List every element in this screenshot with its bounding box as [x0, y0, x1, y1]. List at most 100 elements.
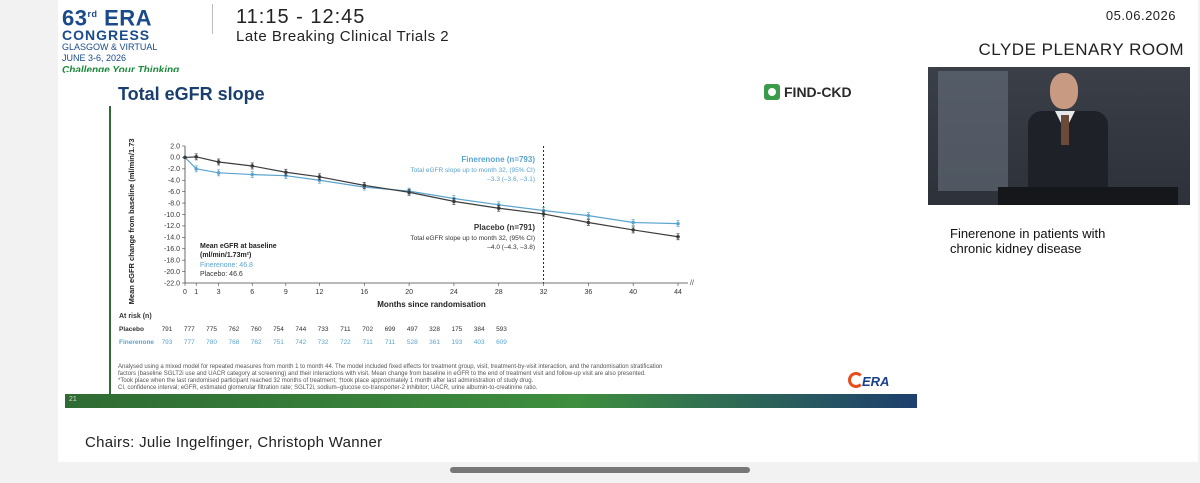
session-chairs: Chairs: Julie Ingelfinger, Christoph Wan… [85, 434, 383, 451]
slide-footer-bar [65, 394, 917, 408]
at-risk-cell: 711 [362, 339, 373, 346]
y-tick-label: -2.0 [168, 166, 180, 173]
at-risk-cell: 711 [384, 339, 396, 346]
at-risk-cell: 754 [273, 326, 284, 333]
era-logo-ring [848, 372, 864, 388]
at-risk-cell: 751 [273, 339, 284, 346]
home-indicator[interactable] [450, 467, 750, 473]
speaker-head [1050, 73, 1078, 109]
x-tick-label: 16 [360, 289, 368, 296]
y-tick-label: -20.0 [164, 269, 180, 276]
y-tick-label: 0.0 [170, 155, 180, 162]
y-tick-label: -16.0 [164, 246, 180, 253]
data-point [631, 220, 635, 225]
trial-logo: FIND-CKD [764, 84, 852, 100]
data-point [586, 220, 591, 225]
x-tick-label: 6 [250, 289, 254, 296]
x-axis-label: Months since randomisation [377, 300, 486, 309]
session-time: 11:15 - 12:45 [236, 6, 366, 28]
y-tick-label: -4.0 [168, 178, 180, 185]
egfr-chart: // 2.0 0.0 -2.0 -4.0 -6.0 -8.0 -10.0 -12.0 -14.0 -… [127, 138, 694, 309]
at-risk-cell: 733 [317, 326, 329, 333]
x-tick-label: 44 [674, 289, 682, 296]
trial-logo-text: FIND-CKD [784, 84, 852, 100]
at-risk-cell: 193 [451, 339, 463, 346]
slide-number: 21 [69, 396, 77, 403]
at-risk-label-finerenone: Finerenone [119, 339, 155, 346]
x-tick-label: 1 [194, 289, 198, 296]
slide-title: Total eGFR slope [118, 84, 265, 104]
y-tick-label: -14.0 [164, 235, 180, 242]
at-risk-cell: 762 [228, 326, 240, 333]
at-risk-cell: 777 [183, 339, 195, 346]
annotation-placebo-slope-label: Total eGFR slope up to month 32, (95% CI… [410, 235, 535, 242]
caption-line-1: Finerenone in patients with [950, 226, 1106, 241]
at-risk-cell: 744 [295, 326, 307, 333]
at-risk-cell: 760 [250, 326, 262, 333]
axis-break-mark: // [690, 280, 694, 287]
x-tick-label: 9 [284, 289, 288, 296]
footnote-line: Analysed using a mixed model for repeate… [118, 364, 663, 370]
y-tick-label: -22.0 [164, 280, 180, 287]
at-risk-cell: 762 [250, 339, 262, 346]
baseline-unit: (ml/min/1.73m²) [200, 252, 251, 259]
video-caption: Finerenone in patients with chronic kidn… [950, 226, 1105, 256]
annotation-finerenone-slope-value: –3.3 (–3.6, –3.1) [487, 176, 535, 183]
era-logo-text: ERA [862, 374, 890, 389]
at-risk-cell: 777 [183, 326, 195, 333]
slide-accent-bar [109, 106, 111, 408]
era-logo: ERA [848, 370, 894, 394]
at-risk-cell: 742 [295, 339, 307, 346]
data-point [216, 160, 221, 164]
at-risk-cell: 711 [340, 326, 351, 333]
room-name: CLYDE PLENARY ROOM [978, 40, 1184, 59]
data-point [317, 175, 322, 179]
data-point [194, 167, 199, 171]
data-point [631, 228, 635, 232]
x-tick-label: 24 [450, 289, 458, 296]
footnote-line: CI, confidence interval; eGFR, estimated… [118, 385, 538, 391]
data-point [183, 155, 187, 160]
at-risk-header: At risk (n) [119, 313, 152, 320]
at-risk-cell: 384 [473, 326, 485, 333]
footnote-line: *Took place when the last randomised par… [118, 378, 534, 384]
baseline-title: Mean eGFR at baseline [200, 243, 277, 250]
speaker-video[interactable] [928, 67, 1190, 205]
at-risk-label-placebo: Placebo [119, 326, 144, 333]
presentation-slide [65, 72, 917, 408]
data-point [496, 202, 501, 207]
at-risk-cell: 175 [451, 326, 463, 333]
data-point [250, 164, 255, 168]
logo-era: ERA [104, 5, 153, 31]
y-tick-label: -18.0 [164, 257, 180, 264]
y-tick-label: -6.0 [168, 189, 180, 196]
data-point [194, 155, 199, 159]
series-line-placebo [184, 156, 679, 238]
x-tick-label: 36 [584, 289, 592, 296]
at-risk-cell: 793 [161, 339, 173, 346]
data-point [676, 221, 680, 226]
logo-location: GLASGOW & VIRTUAL [62, 42, 158, 53]
data-point [586, 213, 591, 218]
at-risk-cell: 699 [384, 326, 396, 333]
y-tick-label: -10.0 [164, 212, 180, 219]
at-risk-cell: 328 [429, 326, 441, 333]
data-point [317, 178, 322, 183]
at-risk-cell: 593 [496, 326, 507, 333]
x-tick-label: 40 [629, 289, 637, 296]
x-tick-label: 28 [495, 289, 503, 296]
at-risk-cell: 732 [317, 339, 329, 346]
x-tick-label: 32 [540, 289, 548, 296]
at-risk-cell: 361 [429, 339, 441, 346]
data-point [216, 171, 221, 175]
annotation-placebo-slope-value: –4.0 (–4.3, –3.8) [487, 244, 535, 251]
logo-congress: CONGRESS [62, 27, 151, 44]
logo-tagline: Challenge Your Thinking [62, 65, 180, 77]
session-date: 05.06.2026 [1105, 8, 1176, 23]
x-tick-label: 0 [183, 289, 187, 296]
slide-footnote: Analysed using a mixed model for repeate… [118, 364, 838, 392]
congress-logo: 63rd ERA CONGRESS GLASGOW & VIRTUAL JUNE… [62, 4, 182, 77]
data-point [362, 183, 367, 188]
logo-number: 63 [62, 5, 88, 31]
at-risk-cell: 768 [228, 339, 240, 346]
